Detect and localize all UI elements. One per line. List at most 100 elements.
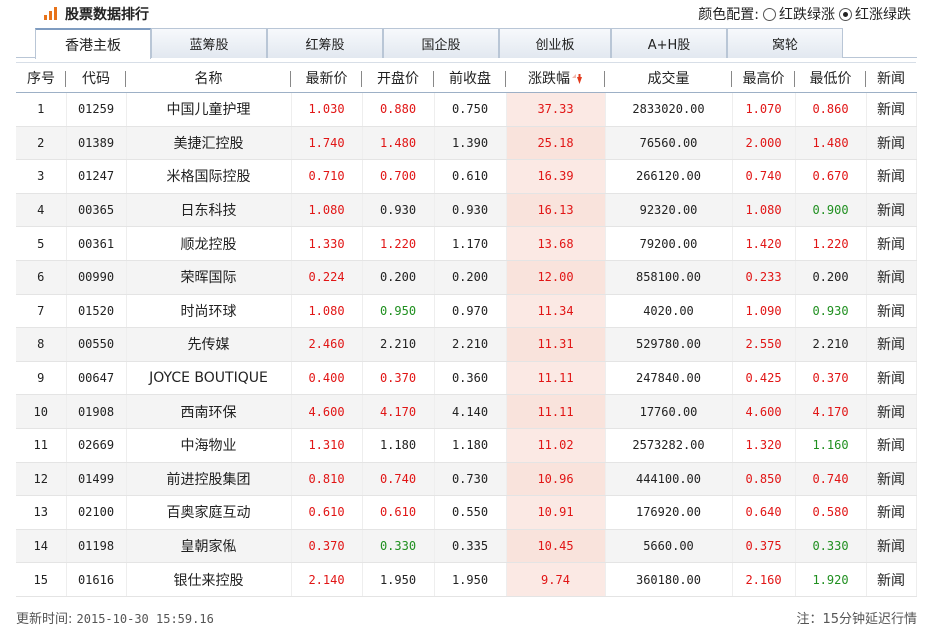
cell-name[interactable]: 银仕来控股 (126, 562, 292, 597)
news-link[interactable]: 新闻 (866, 193, 917, 228)
tab-red-chip[interactable]: 红筹股 (267, 28, 383, 58)
cell-change-pct: 11.34 (506, 294, 606, 329)
cell-name[interactable]: 百奥家庭互动 (126, 495, 292, 530)
table-row[interactable]: 11 02669 中海物业 1.310 1.180 1.180 11.02 2573282.0… (16, 428, 917, 463)
news-link[interactable]: 新闻 (866, 126, 917, 161)
cell-prev-close: 0.730 (434, 462, 507, 497)
radio-red-down[interactable] (763, 7, 776, 21)
col-header-high[interactable]: 最高价 (732, 62, 795, 93)
cell-code: 01616 (66, 562, 127, 597)
cell-name[interactable]: 日东科技 (126, 193, 292, 228)
cell-name[interactable]: 先传媒 (126, 327, 292, 362)
cell-open: 0.930 (362, 193, 435, 228)
table-row[interactable]: 3 01247 米格国际控股 0.710 0.700 0.610 16.39 266120.0… (16, 159, 917, 194)
news-link[interactable]: 新闻 (866, 462, 917, 497)
tab-a-h-share[interactable]: A+H股 (611, 28, 727, 58)
color-config: 颜色配置: 红跌绿涨 红涨绿跌 (698, 4, 911, 24)
sort-desc-icon[interactable] (571, 73, 583, 85)
cell-name[interactable]: 顺龙控股 (126, 226, 292, 261)
table-row[interactable]: 9 00647 JOYCE BOUTIQUE 0.400 0.370 0.360 11.11… (16, 361, 917, 396)
table-row[interactable]: 1 01259 中国儿童护理 1.030 0.880 0.750 37.33 2833020.… (16, 92, 917, 127)
cell-name[interactable]: 皇朝家俬 (126, 529, 292, 564)
table-row[interactable]: 14 01198 皇朝家俬 0.370 0.330 0.335 10.45 5660.00 0.… (16, 529, 917, 564)
col-header-open[interactable]: 开盘价 (362, 62, 434, 93)
cell-code: 01198 (66, 529, 127, 564)
cell-prev-close: 0.610 (434, 159, 507, 194)
news-link[interactable]: 新闻 (866, 495, 917, 530)
cell-name[interactable]: 米格国际控股 (126, 159, 292, 194)
col-header-prev-close[interactable]: 前收盘 (434, 62, 506, 93)
news-link[interactable]: 新闻 (866, 529, 917, 564)
table-row[interactable]: 2 01389 美捷汇控股 1.740 1.480 1.390 25.18 76560.00 2… (16, 126, 917, 161)
table-row[interactable]: 10 01908 西南环保 4.600 4.170 4.140 11.11 17760.00 4… (16, 394, 917, 429)
cell-volume: 266120.00 (605, 159, 733, 194)
cell-name[interactable]: JOYCE BOUTIQUE (126, 361, 292, 396)
news-link[interactable]: 新闻 (866, 159, 917, 194)
cell-prev-close: 0.360 (434, 361, 507, 396)
cell-code: 00365 (66, 193, 127, 228)
col-header-change-pct[interactable]: 涨跌幅 (506, 62, 605, 93)
news-link[interactable]: 新闻 (866, 361, 917, 396)
col-header-volume[interactable]: 成交量 (605, 62, 732, 93)
table-row[interactable]: 12 01499 前进控股集团 0.810 0.740 0.730 10.96 444100.… (16, 462, 917, 497)
cell-volume: 79200.00 (605, 226, 733, 261)
color-option-red-down[interactable]: 红跌绿涨 (763, 4, 835, 24)
cell-name[interactable]: 前进控股集团 (126, 462, 292, 497)
tab-gem[interactable]: 创业板 (499, 28, 611, 58)
table-row[interactable]: 6 00990 荣晖国际 0.224 0.200 0.200 12.00 858100.00 0… (16, 260, 917, 295)
cell-low: 0.670 (795, 159, 867, 194)
cell-high: 2.550 (732, 327, 796, 362)
tab-warrants[interactable]: 窝轮 (727, 28, 843, 58)
tab-blue-chip[interactable]: 蓝筹股 (151, 28, 267, 58)
cell-no: 10 (16, 394, 67, 429)
news-link[interactable]: 新闻 (866, 294, 917, 329)
col-header-last[interactable]: 最新价 (291, 62, 362, 93)
color-option-red-up[interactable]: 红涨绿跌 (839, 4, 911, 24)
table-row[interactable]: 5 00361 顺龙控股 1.330 1.220 1.170 13.68 79200.00 1.… (16, 226, 917, 261)
news-link[interactable]: 新闻 (866, 327, 917, 362)
cell-change-pct: 10.91 (506, 495, 606, 530)
cell-prev-close: 0.970 (434, 294, 507, 329)
cell-prev-close: 0.930 (434, 193, 507, 228)
table-row[interactable]: 13 02100 百奥家庭互动 0.610 0.610 0.550 10.91 176920.… (16, 495, 917, 530)
cell-name[interactable]: 时尚环球 (126, 294, 292, 329)
tab-h-share[interactable]: 国企股 (383, 28, 499, 58)
cell-code: 00990 (66, 260, 127, 295)
cell-prev-close: 0.335 (434, 529, 507, 564)
news-link[interactable]: 新闻 (866, 428, 917, 463)
col-header-code[interactable]: 代码 (66, 62, 126, 93)
table-body: 1 01259 中国儿童护理 1.030 0.880 0.750 37.33 2833020.… (16, 92, 917, 597)
news-link[interactable]: 新闻 (866, 226, 917, 261)
table-row[interactable]: 15 01616 银仕来控股 2.140 1.950 1.950 9.74 360180.00… (16, 562, 917, 597)
cell-prev-close: 1.170 (434, 226, 507, 261)
col-header-no[interactable]: 序号 (16, 62, 66, 93)
cell-last: 1.740 (291, 126, 363, 161)
table-row[interactable]: 8 00550 先传媒 2.460 2.210 2.210 11.31 529780.00 2.… (16, 327, 917, 362)
cell-code: 02669 (66, 428, 127, 463)
radio-red-up[interactable] (839, 7, 852, 21)
cell-name[interactable]: 荣晖国际 (126, 260, 292, 295)
table-row[interactable]: 7 01520 时尚环球 1.080 0.950 0.970 11.34 4020.00 1.0… (16, 294, 917, 329)
cell-no: 14 (16, 529, 67, 564)
cell-name[interactable]: 中海物业 (126, 428, 292, 463)
cell-prev-close: 0.200 (434, 260, 507, 295)
col-header-low[interactable]: 最低价 (795, 62, 866, 93)
cell-low: 1.160 (795, 428, 867, 463)
cell-code: 01908 (66, 394, 127, 429)
cell-name[interactable]: 西南环保 (126, 394, 292, 429)
cell-code: 01520 (66, 294, 127, 329)
col-header-name[interactable]: 名称 (126, 62, 291, 93)
cell-name[interactable]: 美捷汇控股 (126, 126, 292, 161)
news-link[interactable]: 新闻 (866, 394, 917, 429)
table-header-row: 序号 代码 名称 最新价 开盘价 前收盘 涨跌幅 成交量 最高价 最低价 新闻 (16, 62, 916, 93)
table-row[interactable]: 4 00365 日东科技 1.080 0.930 0.930 16.13 92320.00 1.… (16, 193, 917, 228)
cell-name[interactable]: 中国儿童护理 (126, 92, 292, 127)
cell-prev-close: 0.550 (434, 495, 507, 530)
update-timestamp: 2015-10-30 15:59.16 (76, 612, 214, 626)
news-link[interactable]: 新闻 (866, 92, 917, 127)
news-link[interactable]: 新闻 (866, 260, 917, 295)
cell-no: 1 (16, 92, 67, 127)
news-link[interactable]: 新闻 (866, 562, 917, 597)
cell-volume: 17760.00 (605, 394, 733, 429)
tab-hk-main-board[interactable]: 香港主板 (35, 28, 151, 59)
